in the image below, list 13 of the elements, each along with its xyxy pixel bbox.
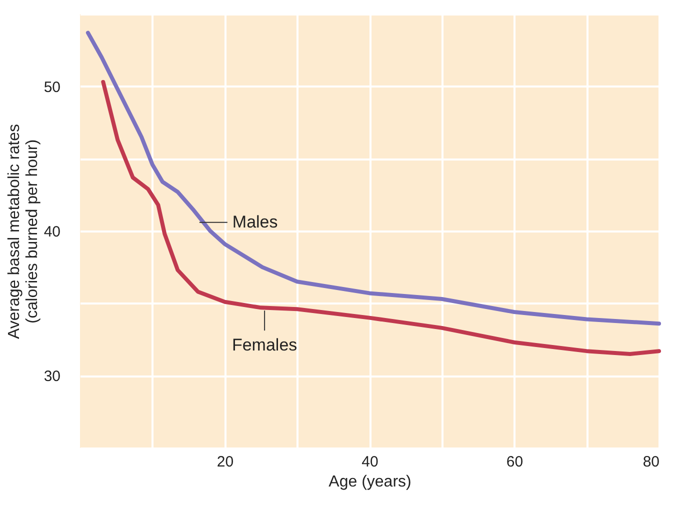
y-tick-label: 40 (44, 224, 60, 240)
x-axis-title: Age (years) (328, 474, 412, 490)
y-tick-label: 50 (44, 78, 60, 96)
annotation: Females (232, 336, 298, 355)
x-tick-label: 20 (216, 454, 234, 470)
x-tick-label: 40 (362, 454, 378, 470)
y-axis-title: Average basal metabolic rates (calories burned per hour) (6, 124, 41, 339)
line-series (101, 80, 661, 356)
x-tick-label: 60 (506, 454, 524, 470)
y-tick-label: 30 (44, 368, 60, 386)
x-tick-label: 80 (642, 454, 660, 470)
line-series (86, 30, 661, 326)
annotation: Males (232, 212, 278, 232)
